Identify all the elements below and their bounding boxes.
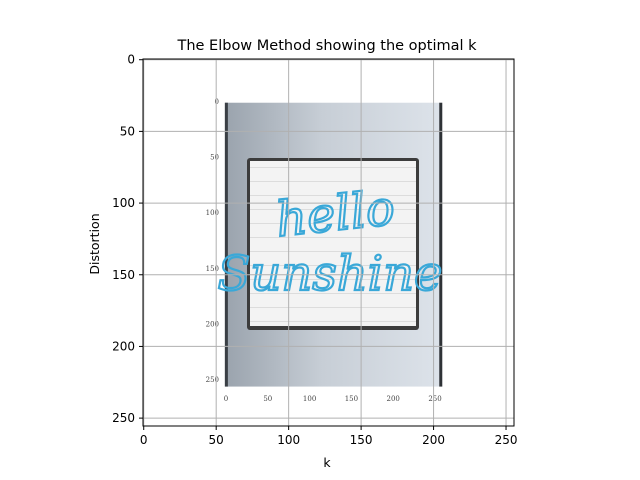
y-tick-label: 50 [120,124,135,138]
y-tick-label: 200 [112,339,135,353]
photo-tick-label-y: 0 [215,98,219,106]
sign-board [250,161,416,326]
axes-frame [142,58,515,427]
sign-text-sunshine: Sunshine [218,246,443,302]
photo-tick-label-y: 50 [210,154,219,162]
photo-tick-label-x: 200 [387,395,400,403]
sign-text-hello: hello [273,180,397,248]
ticks: 0 50 100 150 200 250 0 50 100 150 200 250 [112,53,517,447]
photo-right-edge [439,102,443,387]
y-tick-label: 100 [112,196,135,210]
x-tick-label: 250 [495,433,518,447]
photo-tick-label-x: 0 [224,395,228,403]
photo-tick-label-y: 100 [206,209,219,217]
photo-left-edge [224,102,228,387]
y-tick-label: 150 [112,268,135,282]
photo-tick-label-x: 150 [345,395,358,403]
x-tick-label: 200 [422,433,445,447]
x-tick-label: 0 [140,433,148,447]
chart-title: The Elbow Method showing the optimal k [176,38,477,54]
photo-tick-label-x: 100 [303,395,316,403]
photo-tick-label-y: 200 [206,320,219,328]
x-tick-label: 150 [350,433,373,447]
photo-tick-label-y: 250 [206,376,219,384]
x-tick-label: 100 [277,433,300,447]
grid [143,59,514,426]
photo-tick-label-x: 50 [263,395,272,403]
photo-tick-label-y: 150 [206,265,219,273]
x-tick-label: 50 [209,433,224,447]
y-tick-label: 250 [112,411,135,425]
y-tick-label: 0 [127,53,135,67]
y-axis-label: Distortion [87,213,102,274]
photo-tick-label-x: 250 [428,395,441,403]
x-axis-label: k [323,455,331,470]
